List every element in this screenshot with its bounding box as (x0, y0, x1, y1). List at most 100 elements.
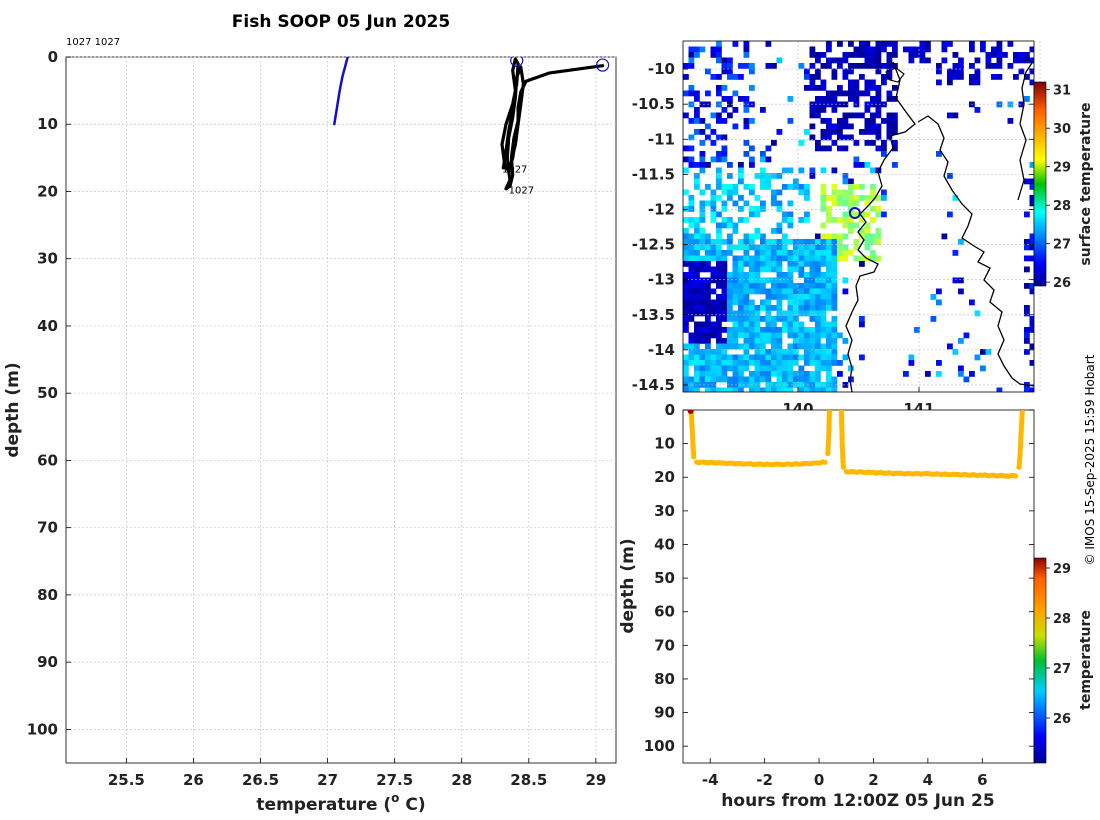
sst-cell (804, 376, 810, 383)
sst-cell (760, 343, 766, 350)
sst-cell (815, 96, 821, 102)
sst-cell (826, 46, 832, 53)
sst-cell (771, 228, 777, 234)
sst-cell (936, 151, 942, 157)
sst-cell (1029, 178, 1034, 185)
sst-cell (787, 283, 794, 289)
sst-cell (793, 354, 799, 361)
sst-cell (699, 118, 706, 124)
sst-cell (765, 145, 772, 152)
sst-cell (831, 343, 838, 350)
sst-cell (732, 74, 739, 80)
sst-cell (820, 118, 827, 124)
sst-cell (705, 266, 711, 273)
sst-cell (820, 288, 827, 295)
sst-cell (826, 123, 832, 130)
sst-cell (771, 239, 777, 245)
sst-cell (870, 96, 876, 102)
sst-cell (710, 371, 717, 377)
sst-cell (864, 79, 871, 86)
sst-cell (705, 277, 711, 284)
sst-cell (804, 288, 810, 295)
sst-cell (743, 151, 750, 157)
sst-cell (809, 239, 816, 245)
sst-cell (738, 327, 744, 333)
sst-cell (870, 189, 876, 196)
sst-cell (688, 134, 695, 141)
sst-cell (1024, 310, 1030, 317)
sst-cell (831, 90, 838, 97)
sst-cell (815, 261, 821, 267)
sst-cell (754, 305, 761, 311)
sst-cell (760, 266, 766, 273)
sst-cell (683, 365, 689, 372)
sst-colorbar-ticks: 26 27 28 29 30 31 (1046, 84, 1071, 291)
sst-cell (694, 217, 700, 223)
sst-cell (831, 189, 838, 196)
sst-cell (743, 288, 750, 295)
sst-cell (815, 239, 821, 245)
sst-cell (831, 277, 838, 284)
sst-cell (1029, 200, 1034, 207)
sst-cell (727, 283, 733, 289)
sst-cell (743, 316, 750, 322)
sst-cell (738, 195, 744, 201)
sst-cell (881, 145, 887, 152)
sst-cell (749, 162, 755, 168)
sst-cell (842, 200, 849, 207)
sst-cell (815, 327, 821, 333)
sst-cell (864, 118, 871, 124)
sst-cell (782, 184, 788, 190)
sst-cell (952, 250, 959, 256)
sst-cell (727, 96, 733, 102)
sst-cell (831, 74, 838, 80)
sst-cell (1024, 96, 1030, 102)
sst-cell (705, 294, 711, 300)
sst-cell (694, 272, 700, 278)
sst-cell (826, 134, 832, 141)
sst-cell (925, 46, 931, 53)
sst-cell (776, 206, 783, 212)
sst-cell (787, 167, 794, 174)
sst-cell (716, 90, 722, 97)
sst-cell (826, 129, 832, 135)
sst-cell (804, 332, 810, 339)
sst-cell (815, 250, 821, 256)
sst-cell (996, 41, 1003, 47)
timeseries-y-label: depth (m) (618, 538, 638, 633)
sst-cell (749, 118, 755, 124)
sst-cell (787, 211, 794, 218)
sst-cell (815, 310, 821, 317)
sst-cell (732, 189, 739, 196)
sst-cell (705, 387, 711, 392)
sst-cell (1013, 52, 1019, 58)
sst-cell (809, 134, 816, 141)
sst-cell (749, 85, 755, 91)
sst-cell (776, 371, 783, 377)
sst-cell (688, 222, 695, 229)
sst-cell (853, 239, 860, 245)
sst-cell (727, 101, 733, 108)
sst-cell (710, 74, 717, 80)
sst-cell (699, 283, 706, 289)
sst-cell (837, 41, 843, 47)
sst-cell (716, 74, 722, 80)
sst-cell (749, 371, 755, 377)
sst-cell (859, 112, 865, 119)
sst-cell (771, 189, 777, 196)
sst-cell (859, 321, 865, 328)
sst-cell (853, 222, 860, 229)
sst-cell (804, 244, 810, 251)
sst-cell (864, 239, 871, 245)
sst-cell (826, 90, 832, 97)
profile-y-tick-label: 50 (37, 384, 58, 402)
sst-cell (688, 206, 695, 212)
sst-cell (958, 288, 964, 295)
sst-cell (853, 162, 860, 168)
sst-cell (771, 332, 777, 339)
profile-x-tick-label: 28.5 (510, 771, 547, 789)
sst-cell (1024, 211, 1030, 218)
sst-cell (754, 266, 761, 273)
sst-cell (815, 321, 821, 328)
sst-cell (892, 145, 898, 152)
